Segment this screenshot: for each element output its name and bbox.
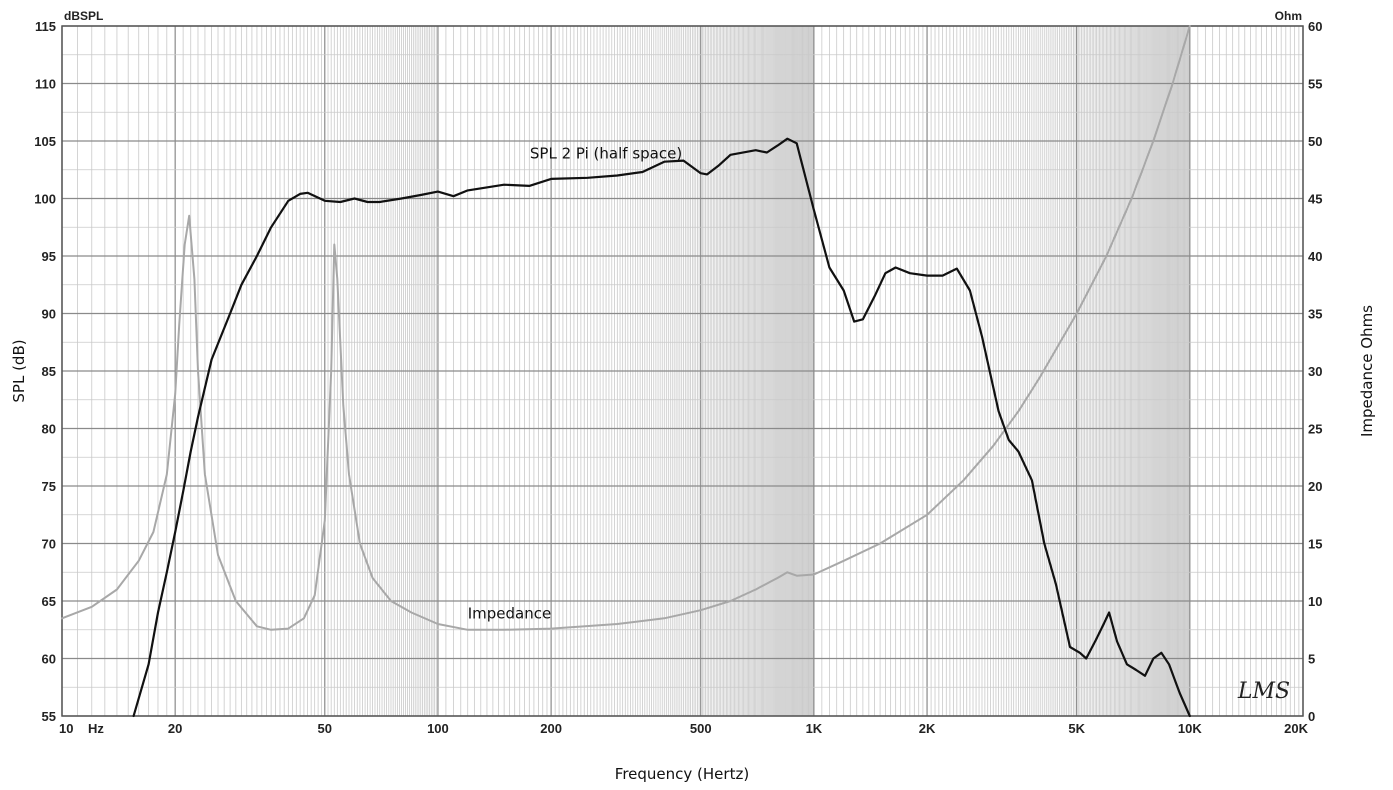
y-right-tick-label: 0: [1308, 709, 1315, 724]
y-right-tick-label: 30: [1308, 364, 1322, 379]
x-tick-label: 500: [690, 721, 712, 736]
y-axis-left-title: SPL (dB): [10, 339, 28, 402]
y-right-tick-label: 60: [1308, 19, 1322, 34]
y-right-tick-label: 50: [1308, 134, 1322, 149]
y-right-tick-label: 20: [1308, 479, 1322, 494]
y-left-tick-label: 80: [42, 422, 56, 437]
y-right-tick-label: 45: [1308, 192, 1322, 207]
spl-curve: [132, 137, 1191, 718]
impedance-curve: [61, 25, 1191, 631]
x-tick-label: 50: [318, 721, 332, 736]
impedance-series-annotation: Impedance: [468, 604, 551, 622]
x-tick-label: 100: [427, 721, 449, 736]
y-left-tick-label: 100: [34, 192, 56, 207]
x-tick-label: 20K: [1284, 721, 1308, 736]
y-left-tick-label: 75: [42, 479, 56, 494]
x-tick-label: 5K: [1068, 721, 1085, 736]
y-left-tick-label: 85: [42, 364, 56, 379]
x-tick-label: 200: [540, 721, 562, 736]
y-right-tick-label: 5: [1308, 652, 1315, 667]
y-left-tick-label: 110: [35, 77, 56, 92]
y-left-tick-label: 90: [42, 307, 56, 322]
x-tick-label: 2K: [919, 721, 936, 736]
x-tick-label: 10K: [1178, 721, 1202, 736]
y-left-tick-label: 115: [35, 19, 56, 34]
x-unit-label: Hz: [88, 721, 104, 736]
y-right-tick-label: 25: [1308, 422, 1322, 437]
y-left-tick-label: 55: [42, 709, 56, 724]
y-axis-right-title: Impedance Ohms: [1358, 305, 1376, 437]
tick-labels: 10 20 50 100 200 500 1K 2K 5K 10K 20K5560657075808…: [34, 19, 1322, 736]
y-left-tick-label: 105: [34, 134, 56, 149]
spl-series-annotation: SPL 2 Pi (half space): [530, 144, 682, 162]
y-right-tick-label: 40: [1308, 249, 1322, 264]
series-layer: [61, 25, 1191, 718]
y-left-tick-label: 65: [42, 594, 56, 609]
y-right-tick-label: 55: [1308, 77, 1322, 92]
x-axis-title: Frequency (Hertz): [615, 765, 749, 783]
x-tick-label: 20: [168, 721, 182, 736]
y-right-tick-label: 35: [1308, 307, 1322, 322]
left-unit-label: dBSPL: [64, 9, 103, 23]
y-right-tick-label: 15: [1308, 537, 1322, 552]
y-left-tick-label: 95: [42, 249, 56, 264]
y-left-tick-label: 60: [42, 652, 56, 667]
y-right-tick-label: 10: [1308, 594, 1322, 609]
y-left-tick-label: 70: [42, 537, 56, 552]
plot-frame: [61, 25, 1304, 717]
x-tick-label: 1K: [806, 721, 823, 736]
lms-logo: LMS: [1237, 679, 1290, 704]
right-unit-label: Ohm: [1275, 9, 1302, 23]
x-tick-label: 10: [59, 721, 73, 736]
